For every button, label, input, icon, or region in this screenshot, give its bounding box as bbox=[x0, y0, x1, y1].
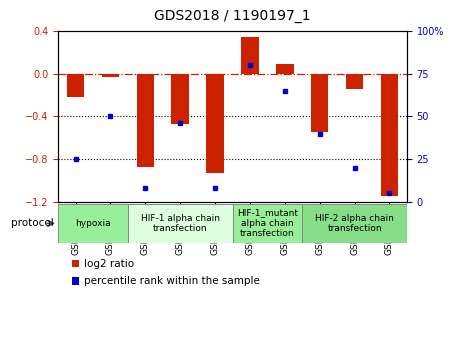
Text: HIF-1_mutant
alpha chain
transfection: HIF-1_mutant alpha chain transfection bbox=[237, 208, 298, 238]
Bar bbox=[276, 64, 293, 74]
Text: hypoxia: hypoxia bbox=[75, 219, 111, 228]
Text: protocol: protocol bbox=[11, 218, 53, 228]
Bar bbox=[137, 74, 154, 167]
FancyBboxPatch shape bbox=[232, 204, 302, 243]
Text: percentile rank within the sample: percentile rank within the sample bbox=[84, 276, 260, 286]
Text: HIF-2 alpha chain
transfection: HIF-2 alpha chain transfection bbox=[315, 214, 394, 233]
Bar bbox=[311, 74, 328, 132]
Bar bbox=[346, 74, 363, 89]
Bar bbox=[381, 74, 398, 197]
FancyBboxPatch shape bbox=[302, 204, 407, 243]
FancyBboxPatch shape bbox=[58, 204, 128, 243]
Bar bbox=[241, 38, 259, 74]
Text: log2 ratio: log2 ratio bbox=[84, 259, 134, 268]
Bar bbox=[172, 74, 189, 124]
Text: GDS2018 / 1190197_1: GDS2018 / 1190197_1 bbox=[154, 9, 311, 23]
FancyBboxPatch shape bbox=[128, 204, 232, 243]
Bar bbox=[206, 74, 224, 173]
Text: HIF-1 alpha chain
transfection: HIF-1 alpha chain transfection bbox=[141, 214, 219, 233]
Bar bbox=[102, 74, 119, 77]
Bar bbox=[67, 74, 84, 97]
